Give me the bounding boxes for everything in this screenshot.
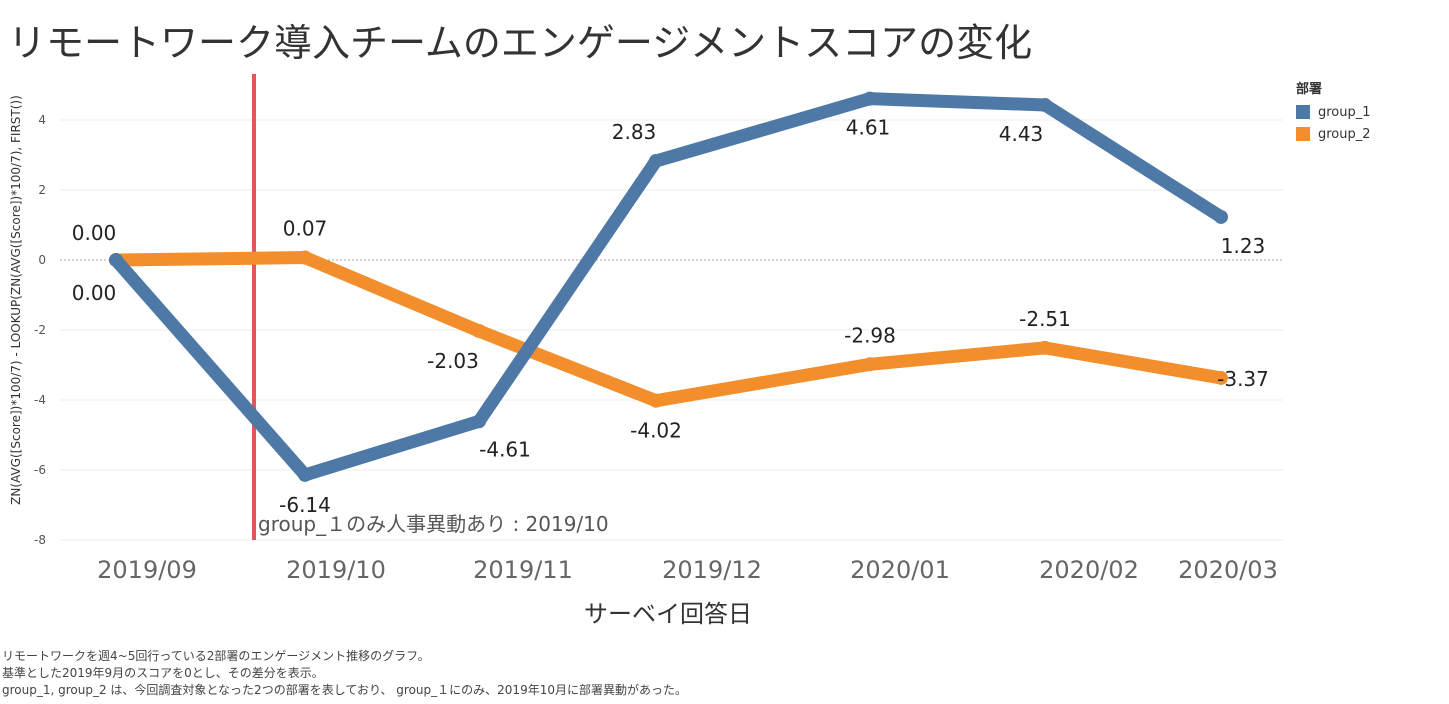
y-tick-label: -2 [34, 323, 46, 337]
data-point-group_1 [649, 153, 663, 168]
data-point-group_1 [298, 467, 312, 482]
legend-item-group-1[interactable]: group_1 [1296, 101, 1371, 123]
data-label-group_1: 2.83 [612, 120, 657, 144]
data-point-group_2 [863, 357, 877, 372]
y-tick-label: -8 [34, 533, 46, 547]
data-point-group_1 [1214, 209, 1228, 224]
y-tick-label: 4 [38, 113, 46, 127]
x-axis: 2019/09 2019/10 2019/11 2019/12 2020/01 2020/… [97, 556, 1278, 584]
legend-title: 部署 [1296, 82, 1323, 97]
data-label-group_2: -3.37 [1217, 367, 1269, 391]
data-label-group_1: 4.61 [846, 116, 891, 140]
data-label-group_2: 0.00 [72, 221, 117, 245]
legend: 部署 group_1 group_2 [1296, 78, 1371, 145]
footnote: リモートワークを週4~5回行っている2部署のエンゲージメント推移のグラフ。 基準… [2, 648, 687, 699]
data-label-group_1: -6.14 [279, 493, 331, 517]
footnote-line-1: リモートワークを週4~5回行っている2部署のエンゲージメント推移のグラフ。 [2, 649, 430, 663]
legend-item-group-2[interactable]: group_2 [1296, 123, 1371, 145]
data-label-group_1: 1.23 [1221, 234, 1266, 258]
data-point-group_1 [472, 414, 486, 429]
data-point-group_1 [109, 253, 123, 267]
x-axis-title: サーベイ回答日 [584, 600, 752, 628]
annotation-text: group_１のみ人事異動あり : 2019/10 [258, 512, 609, 536]
y-axis: 4 2 0 -2 -4 -6 -8 [34, 113, 46, 547]
x-tick-label: 2019/10 [286, 556, 386, 584]
footnote-line-3: group_1, group_2 は、今回調査対象となった2つの部署を表しており… [2, 683, 687, 697]
data-label-group_2: -2.03 [427, 349, 479, 373]
y-tick-label: -4 [34, 393, 46, 407]
x-tick-label: 2019/12 [662, 556, 762, 584]
line-chart: 4 2 0 -2 -4 -6 -8 2019/09 2019/10 2019/11 2019/12… [9, 74, 1283, 628]
y-axis-title: ZN(AVG([Score])*100/7) - LOOKUP(ZN(AVG([… [9, 95, 23, 505]
data-label-group_1: 4.43 [999, 122, 1044, 146]
data-label-group_2: -2.51 [1019, 307, 1071, 331]
y-tick-label: 0 [38, 253, 46, 267]
data-point-group_2 [649, 393, 663, 408]
y-tick-label: 2 [38, 183, 46, 197]
data-label-group_1: -4.61 [479, 437, 531, 461]
y-tick-label: -6 [34, 463, 46, 477]
grid-lines [60, 119, 1283, 541]
data-point-group_1 [863, 91, 877, 106]
series-lines [109, 91, 1228, 482]
legend-label-group-2: group_2 [1318, 126, 1371, 142]
data-label-group_2: 0.07 [283, 217, 328, 241]
data-label-group_2: -4.02 [630, 419, 682, 443]
data-point-group_2 [1038, 340, 1052, 355]
footnote-line-2: 基準とした2019年9月のスコアを0とし、その差分を表示。 [2, 666, 324, 680]
x-tick-label: 2020/03 [1178, 556, 1278, 584]
x-tick-label: 2020/02 [1039, 556, 1139, 584]
data-point-group_2 [472, 324, 486, 339]
legend-label-group-1: group_1 [1318, 104, 1371, 120]
data-point-group_1 [1038, 97, 1052, 112]
data-point-group_2 [1214, 370, 1228, 385]
data-point-group_2 [298, 250, 312, 265]
x-tick-label: 2019/11 [473, 556, 573, 584]
data-labels: 0.00 -6.14 -4.61 2.83 4.61 4.43 1.23 0.00 0.07 -2… [72, 116, 1269, 517]
data-label-group_1: 0.00 [72, 281, 117, 305]
x-tick-label: 2020/01 [850, 556, 950, 584]
data-label-group_2: -2.98 [844, 323, 896, 347]
chart-title: リモートワーク導入チームのエンゲージメントスコアの変化 [8, 21, 1033, 65]
x-tick-label: 2019/09 [97, 556, 197, 584]
legend-swatch-group-2 [1296, 127, 1310, 141]
legend-swatch-group-1 [1296, 105, 1310, 119]
